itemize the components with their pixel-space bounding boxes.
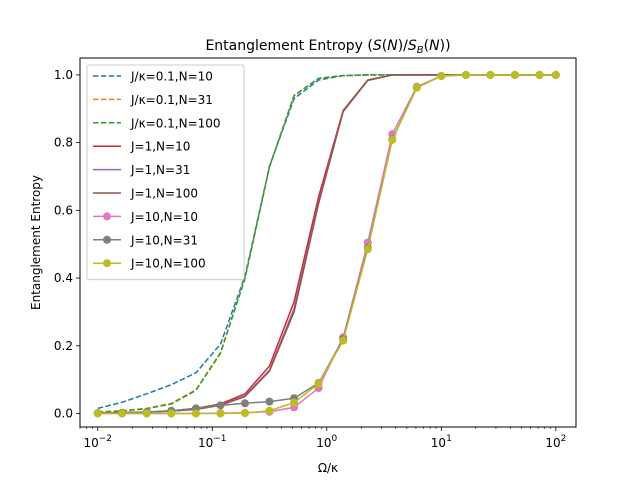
ticks: 10−2 10−1 100 101 102 0.0 0.2 0.4 0.6 0.8 1.0 [54, 68, 566, 450]
data-point [191, 409, 200, 418]
data-point [551, 70, 560, 79]
legend-label: J/κ=0.1,N=100 [130, 116, 221, 130]
legend-item: J=1,N=10 [93, 140, 190, 154]
x-tick-label: 10−1 [198, 434, 227, 450]
data-point [388, 135, 397, 144]
series-lines [93, 70, 560, 418]
legend-marker [103, 235, 111, 244]
legend-item: J=1,N=100 [93, 187, 198, 201]
data-point [486, 70, 495, 79]
data-point [290, 398, 299, 407]
x-tick-label: 102 [545, 434, 566, 450]
legend-item: J=10,N=31 [93, 233, 198, 247]
data-point [363, 245, 372, 254]
series-9 [93, 70, 560, 418]
data-point [118, 409, 127, 418]
legend-item: J/κ=0.1,N=100 [93, 116, 221, 130]
y-axis-title: Entanglement Entropy [29, 175, 43, 310]
data-point [265, 397, 274, 406]
x-tick-label: 101 [431, 434, 452, 450]
data-point [510, 70, 519, 79]
legend-item: J=10,N=100 [93, 257, 206, 271]
data-point [216, 401, 225, 410]
data-point [167, 409, 176, 418]
chart-title: Entanglement Entropy (S(N)/SB(N)) [205, 38, 450, 56]
plot-frame [79, 57, 577, 428]
data-point [412, 83, 421, 92]
y-tick-label: 0.8 [54, 136, 73, 150]
series-line [97, 74, 556, 410]
series-1 [97, 74, 556, 410]
data-point [240, 409, 249, 418]
legend-label: J/κ=0.1,N=31 [130, 93, 213, 107]
x-axis-title: Ω/κ [318, 461, 338, 475]
legend-label: J=1,N=100 [130, 187, 198, 201]
data-point [216, 409, 225, 418]
legend: J/κ=0.1,N=10 J/κ=0.1,N=31 J/κ=0.1,N=100 J=1… [86, 64, 245, 281]
data-point [535, 70, 544, 79]
legend-label: J=10,N=31 [130, 233, 198, 247]
legend-item: J/κ=0.1,N=31 [93, 93, 213, 107]
legend-marker [103, 212, 111, 221]
y-tick-label: 0.2 [54, 339, 73, 353]
data-point [240, 399, 249, 408]
legend-label: J=10,N=10 [130, 210, 198, 224]
legend-label: J=1,N=10 [130, 140, 190, 154]
legend-item: J=10,N=10 [93, 210, 198, 224]
data-point [265, 406, 274, 415]
y-tick-label: 1.0 [54, 68, 73, 82]
legend-item: J/κ=0.1,N=10 [93, 70, 213, 84]
series-line [97, 74, 556, 415]
data-point [142, 409, 151, 418]
data-point [437, 71, 446, 80]
y-tick-label: 0.0 [54, 406, 73, 420]
legend-label: J=10,N=100 [130, 257, 206, 271]
legend-box [86, 64, 245, 281]
data-point [93, 409, 102, 418]
legend-label: J=1,N=31 [130, 163, 190, 177]
legend-item: J=1,N=31 [93, 163, 190, 177]
data-point [339, 336, 348, 345]
data-point [461, 70, 470, 79]
legend-marker [103, 259, 111, 268]
x-tick-label: 10−2 [83, 434, 112, 450]
y-tick-label: 0.4 [54, 271, 73, 285]
x-tick-label: 100 [316, 434, 337, 450]
data-point [314, 379, 323, 388]
y-tick-label: 0.6 [54, 203, 73, 217]
legend-label: J/κ=0.1,N=10 [130, 70, 213, 84]
